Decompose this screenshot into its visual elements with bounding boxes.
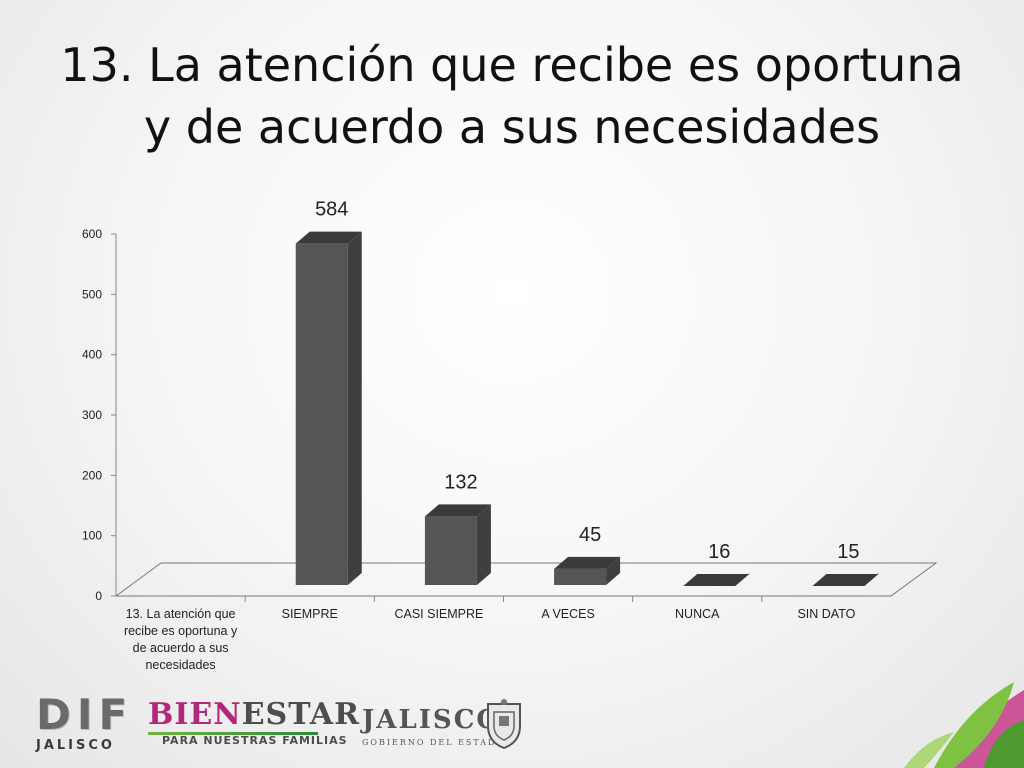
bar (554, 568, 607, 585)
x-tick-label: SIEMPRE (282, 607, 338, 621)
slide-title-line-1: 13. La atención que recibe es oportuna (60, 38, 964, 92)
x-tick-label: necesidades (145, 658, 215, 672)
x-tick-label: CASI SIEMPRE (394, 607, 483, 621)
dif-logo-text: DIF (36, 690, 134, 739)
bar (295, 243, 348, 586)
data-label: 45 (579, 524, 601, 546)
y-tick-label: 500 (82, 287, 102, 301)
jalisco-crest-icon (487, 699, 521, 750)
bar-side-face (476, 504, 491, 585)
y-tick-label: 0 (95, 589, 102, 603)
y-tick-label: 300 (82, 408, 102, 422)
jalisco-logo: JALISCO GOBIERNO DEL ESTADO (362, 706, 505, 747)
x-tick-label: A VECES (541, 607, 595, 621)
bar-top-face (295, 231, 362, 244)
y-tick-label: 600 (82, 227, 102, 241)
bienestar-underline (148, 732, 318, 735)
footer-logos: DIF JALISCO BIENESTAR PARA NUESTRAS FAMI… (0, 680, 1024, 768)
data-label: 132 (444, 471, 477, 493)
x-tick-label: recibe es oportuna y (124, 624, 238, 638)
x-tick-label: SIN DATO (797, 607, 855, 621)
bar-chart: 0 100 200 300 400 500 600 13. La atención que re… (82, 199, 938, 672)
bar-side-face (347, 231, 362, 586)
x-tick-label: 13. La atención que (126, 607, 236, 621)
y-tick-label: 200 (82, 468, 102, 482)
data-label: 16 (708, 541, 730, 563)
dif-jalisco-logo: DIF JALISCO (36, 690, 134, 754)
jalisco-logo-text: JALISCO (362, 705, 502, 735)
y-tick-label: 400 (82, 348, 102, 362)
bienestar-logo-part-2: ESTAR (241, 697, 361, 732)
bar-side-face (606, 556, 621, 585)
data-label: 15 (837, 541, 859, 563)
dif-logo-subtext: JALISCO (36, 738, 115, 753)
bienestar-logo: BIENESTAR PARA NUESTRAS FAMILIAS (148, 698, 360, 747)
slide-title: 13. La atención que recibe es oportuna y… (0, 34, 1024, 158)
bar-top-face (424, 504, 491, 517)
bienestar-tagline: PARA NUESTRAS FAMILIAS (162, 734, 348, 747)
bienestar-logo-part-1: BIEN (148, 697, 242, 732)
bar-top-face (812, 574, 879, 586)
bar-top-face (683, 574, 750, 586)
jalisco-logo-subtext: GOBIERNO DEL ESTADO (362, 738, 506, 747)
bar-side-face (864, 573, 879, 586)
green-leaves-decoration (904, 682, 1024, 768)
chart-floor (114, 562, 938, 597)
slide-title-line-2: y de acuerdo a sus necesidades (143, 100, 881, 154)
bar-side-face (735, 573, 750, 586)
bar-top-face (554, 556, 621, 569)
x-tick-label: de acuerdo a sus (133, 641, 229, 655)
bar (424, 516, 477, 585)
data-label: 584 (315, 199, 348, 221)
y-tick-label: 100 (82, 529, 102, 543)
x-tick-label: NUNCA (675, 607, 720, 621)
